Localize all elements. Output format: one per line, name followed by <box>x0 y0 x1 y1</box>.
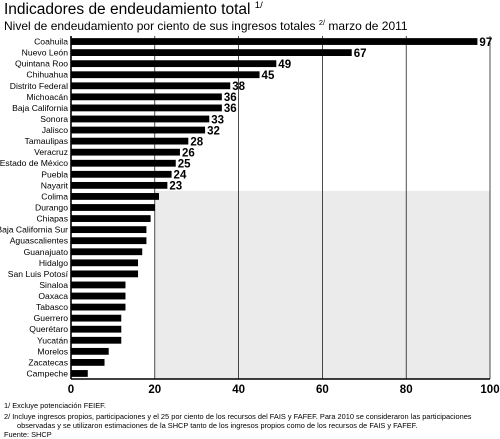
bar-0 <box>71 38 478 45</box>
data-label: 36 <box>224 103 237 115</box>
bar-20 <box>71 259 139 267</box>
category-label: Chiapas <box>36 214 68 224</box>
category-label: Michoacán <box>26 92 68 102</box>
category-label: Tabasco <box>36 302 68 312</box>
data-label: 36 <box>224 92 237 104</box>
bar-10 <box>71 148 180 156</box>
data-label: 49 <box>278 59 291 71</box>
bar-14 <box>71 193 159 200</box>
bar-28 <box>71 347 109 355</box>
category-label: Sonora <box>40 114 68 124</box>
footnote-2-line-2: observadas y se utilizaron estimaciones … <box>17 421 418 430</box>
category-label: Querétaro <box>29 324 68 334</box>
bar-13 <box>71 181 168 189</box>
bar-22 <box>71 281 126 289</box>
category-label: Zacatecas <box>28 357 68 367</box>
bar-24 <box>71 303 126 311</box>
title-footnote-marker: 1/ <box>254 0 263 11</box>
category-label: Tamaulipas <box>25 136 68 146</box>
footnote-2-line-1: 2/ Incluye ingresos propios, participaci… <box>4 412 472 421</box>
category-label: Jalisco <box>42 125 68 135</box>
bar-30 <box>71 370 88 377</box>
x-tick-label: 0 <box>68 384 74 396</box>
category-label: San Luis Potosí <box>8 269 69 279</box>
chart-title: Indicadores de endeudamiento total 1/ <box>4 0 263 18</box>
category-label: Guerrero <box>34 313 69 323</box>
bar-27 <box>71 336 122 344</box>
category-label: Oaxaca <box>38 291 68 301</box>
bar-26 <box>71 325 122 333</box>
category-label: Nayarit <box>41 180 69 190</box>
category-label: Distrito Federal <box>10 81 68 91</box>
category-label: Guanajuato <box>24 247 69 257</box>
category-label: Baja California Sur <box>0 225 68 235</box>
category-label: Morelos <box>37 346 68 356</box>
bar-29 <box>71 359 105 366</box>
data-label: 97 <box>479 37 492 49</box>
bar-6 <box>71 104 222 112</box>
category-label: Durango <box>35 203 68 213</box>
category-label: Quintana Roo <box>15 59 68 69</box>
category-label: Chihuahua <box>26 70 68 80</box>
bar-4 <box>71 82 231 90</box>
x-tick-label: 20 <box>148 384 161 396</box>
category-label: Puebla <box>41 169 68 179</box>
category-label: Aguascalientes <box>10 236 68 246</box>
x-tick-label: 40 <box>232 384 245 396</box>
bar-8 <box>71 126 206 134</box>
category-label: Baja California <box>12 103 68 113</box>
data-label: 38 <box>232 81 245 93</box>
data-label: 32 <box>207 125 220 137</box>
bar-16 <box>71 215 151 222</box>
bar-25 <box>71 314 122 322</box>
data-label: 24 <box>174 170 187 182</box>
data-label: 26 <box>182 147 195 159</box>
data-label: 33 <box>211 114 224 126</box>
bar-18 <box>71 237 147 245</box>
category-label: Yucatán <box>37 335 68 345</box>
bar-12 <box>71 170 172 178</box>
category-label: Veracruz <box>34 147 68 157</box>
chart-subtitle: Nivel de endeudamiento por ciento de sus… <box>4 18 408 33</box>
bar-3 <box>71 71 260 79</box>
category-label: Hidalgo <box>39 258 68 268</box>
bar-17 <box>71 226 147 234</box>
data-label: 28 <box>190 136 203 148</box>
bar-2 <box>71 60 277 68</box>
category-label: Estado de México <box>0 158 68 168</box>
bar-19 <box>71 248 143 256</box>
data-label: 23 <box>169 181 182 193</box>
footnote-1: 1/ Excluye potenciación FEIEF. <box>4 401 106 410</box>
bar-11 <box>71 159 176 167</box>
source-note: Fuente: SHCP <box>4 430 52 439</box>
bar-1 <box>71 49 352 56</box>
category-label: Sinaloa <box>39 280 68 290</box>
data-label: 25 <box>178 159 191 171</box>
x-tick-label: 60 <box>316 384 329 396</box>
subtitle-footnote-marker: 2/ <box>318 18 326 27</box>
category-label: Nuevo León <box>22 48 69 58</box>
bar-23 <box>71 292 126 300</box>
x-tick-label: 80 <box>400 384 413 396</box>
bar-5 <box>71 93 222 101</box>
bar-21 <box>71 270 139 278</box>
category-label: Colima <box>41 191 68 201</box>
data-label: 45 <box>262 70 275 82</box>
x-tick-label: 100 <box>480 384 499 396</box>
category-label: Campeche <box>26 368 68 378</box>
bar-9 <box>71 137 189 145</box>
bar-7 <box>71 115 210 123</box>
bar-15 <box>71 204 155 211</box>
category-label: Coahuila <box>34 37 68 47</box>
data-label: 67 <box>354 48 367 60</box>
